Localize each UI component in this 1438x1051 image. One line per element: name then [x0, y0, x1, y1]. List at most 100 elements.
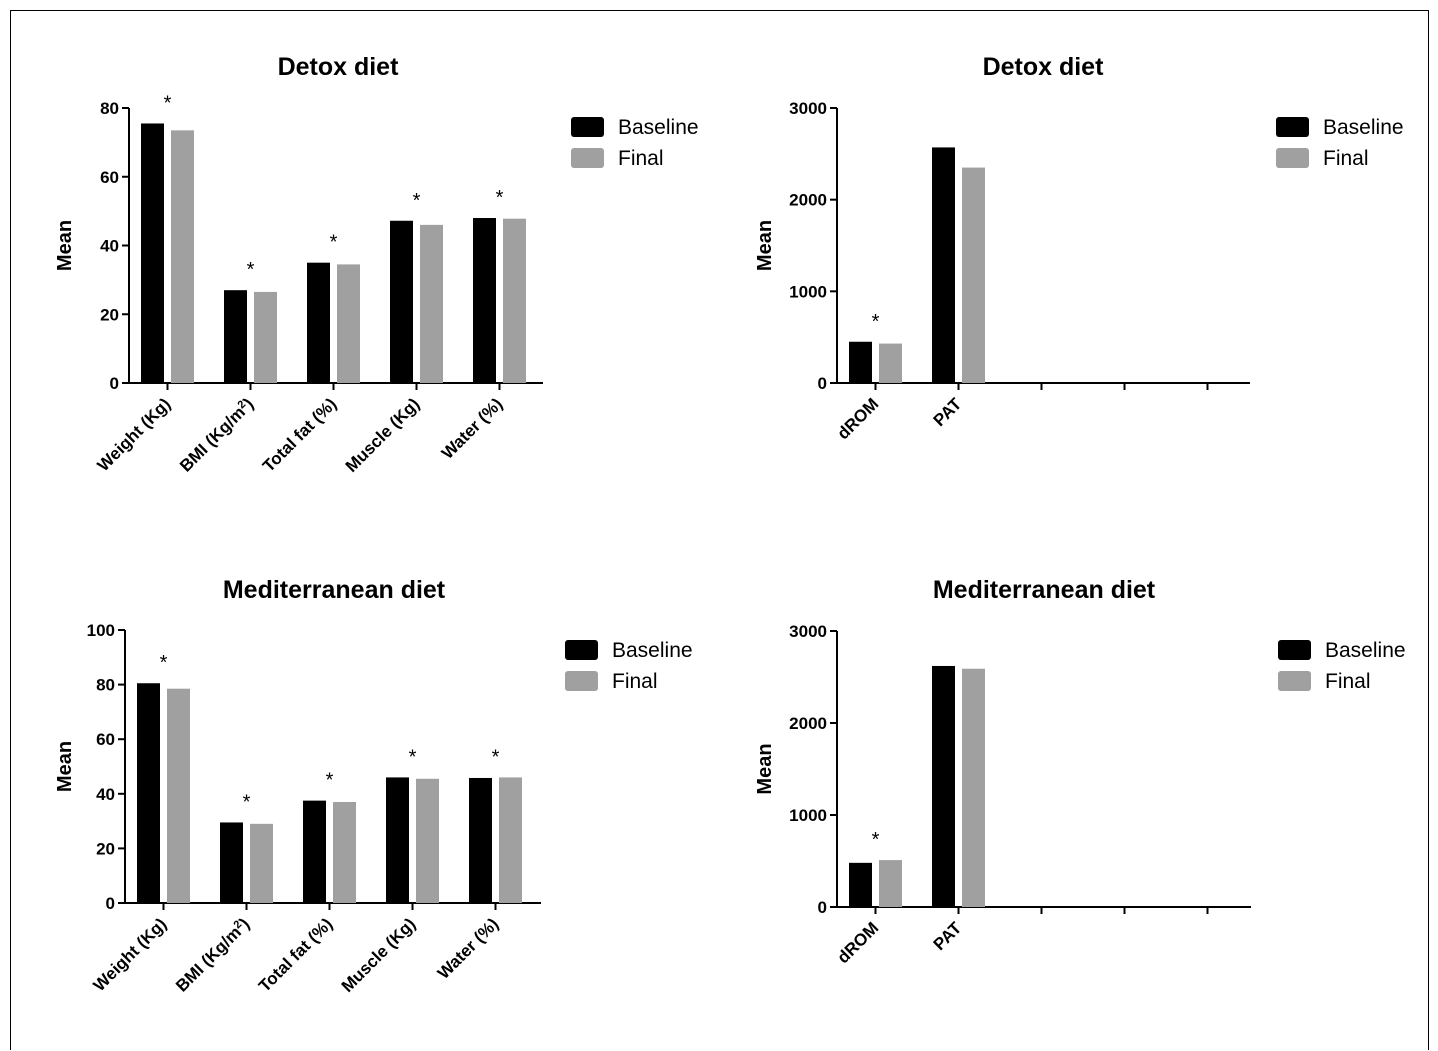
y-tick-label: 20	[100, 305, 119, 324]
legend-label: Final	[1323, 147, 1369, 170]
bar-baseline	[137, 683, 160, 903]
y-tick-label: 60	[96, 730, 115, 749]
significance-marker: *	[872, 829, 880, 851]
bar-final	[416, 778, 439, 903]
bar-final	[171, 130, 194, 383]
bar-final	[879, 343, 902, 383]
significance-marker: *	[413, 190, 421, 212]
y-tick-label: 80	[100, 99, 119, 118]
figure-frame: Detox diet Mean 0 20 40 60 80 * Weight (Kg) * BMI …	[10, 10, 1429, 1050]
significance-marker: *	[496, 187, 504, 209]
bar-final	[962, 167, 985, 383]
y-axis-label: Mean	[54, 741, 76, 792]
bar-final	[499, 777, 522, 903]
significance-marker: *	[409, 746, 417, 768]
chart-panel-2: Detox diet Mean 0 1000 2000 3000 * dROM PAT Basel…	[754, 53, 1404, 443]
bar-final	[167, 688, 190, 903]
bar-baseline	[224, 290, 247, 383]
chart-title: Mediterranean diet	[933, 576, 1156, 604]
y-tick-label: 0	[818, 374, 827, 393]
x-tick-label: BMI (Kg/m2)	[176, 394, 257, 475]
legend-swatch-baseline	[1278, 640, 1311, 660]
bar-final	[250, 823, 273, 903]
y-tick-label: 1000	[789, 282, 827, 301]
y-tick-label: 20	[96, 839, 115, 858]
y-tick-label: 80	[96, 676, 115, 695]
y-tick-label: 0	[818, 898, 827, 917]
legend-swatch-final	[1278, 671, 1311, 691]
x-tick-label: PAT	[930, 918, 966, 954]
bar-final	[879, 860, 902, 907]
significance-marker: *	[160, 652, 168, 674]
bar-final	[337, 264, 360, 383]
significance-marker: *	[330, 232, 338, 254]
bar-baseline	[386, 777, 409, 903]
x-tick-label: Water (%)	[438, 394, 506, 462]
legend-swatch-baseline	[571, 117, 604, 137]
y-tick-label: 100	[87, 621, 115, 640]
bar-baseline	[849, 341, 872, 383]
legend-label: Baseline	[612, 639, 693, 662]
legend-label: Baseline	[1325, 639, 1406, 662]
bar-baseline	[473, 218, 496, 383]
legend-swatch-final	[571, 148, 604, 168]
significance-marker: *	[247, 259, 255, 281]
y-tick-label: 2000	[789, 714, 827, 733]
x-tick-label: PAT	[930, 394, 966, 430]
significance-marker: *	[164, 92, 172, 114]
chart-title: Detox diet	[983, 53, 1105, 81]
chart-panel-4: Mediterranean diet Mean 0 1000 2000 3000 * dROM…	[754, 576, 1406, 967]
y-tick-label: 2000	[789, 191, 827, 210]
legend-label: Final	[1325, 670, 1371, 693]
bar-baseline	[932, 665, 955, 907]
legend-label: Baseline	[618, 116, 699, 139]
bar-baseline	[849, 862, 872, 907]
x-tick-label: Weight (Kg)	[94, 394, 175, 475]
bar-baseline	[469, 777, 492, 903]
bar-baseline	[220, 822, 243, 903]
y-tick-label: 0	[106, 894, 115, 913]
x-tick-label: BMI (Kg/m2)	[172, 914, 253, 995]
figure-canvas: Detox diet Mean 0 20 40 60 80 * Weight (Kg) * BMI …	[54, 53, 1406, 996]
y-axis-label: Mean	[754, 743, 776, 794]
y-tick-label: 3000	[789, 622, 827, 641]
legend-swatch-baseline	[1276, 117, 1309, 137]
bar-baseline	[141, 123, 164, 383]
chart-panel-1: Detox diet Mean 0 20 40 60 80 * Weight (Kg) * BMI …	[54, 53, 699, 476]
y-tick-label: 1000	[789, 806, 827, 825]
bar-final	[333, 801, 356, 903]
bar-baseline	[303, 800, 326, 903]
y-tick-label: 60	[100, 168, 119, 187]
bar-final	[503, 218, 526, 383]
y-axis-label: Mean	[54, 220, 76, 271]
bar-final	[254, 291, 277, 383]
y-tick-label: 3000	[789, 99, 827, 118]
x-tick-label: Total fat (%)	[255, 914, 336, 995]
x-tick-label: dROM	[834, 394, 883, 443]
x-tick-label: Water (%)	[434, 914, 502, 982]
significance-marker: *	[326, 770, 334, 792]
y-tick-label: 0	[110, 374, 119, 393]
bar-baseline	[932, 147, 955, 383]
significance-marker: *	[492, 746, 500, 768]
y-tick-label: 40	[100, 237, 119, 256]
bar-baseline	[390, 220, 413, 383]
bar-baseline	[307, 262, 330, 383]
bar-final	[962, 668, 985, 907]
significance-marker: *	[872, 311, 880, 333]
x-tick-label: Weight (Kg)	[90, 914, 171, 995]
legend-label: Final	[618, 147, 664, 170]
x-tick-label: Muscle (Kg)	[342, 394, 424, 476]
legend-swatch-baseline	[565, 640, 598, 660]
legend-swatch-final	[1276, 148, 1309, 168]
legend-swatch-final	[565, 671, 598, 691]
chart-title: Mediterranean diet	[223, 576, 446, 604]
legend-label: Baseline	[1323, 116, 1404, 139]
chart-title: Detox diet	[278, 53, 400, 81]
y-axis-label: Mean	[754, 220, 776, 271]
y-tick-label: 40	[96, 785, 115, 804]
legend-label: Final	[612, 670, 658, 693]
x-tick-label: dROM	[834, 918, 883, 967]
significance-marker: *	[243, 791, 251, 813]
bar-final	[420, 224, 443, 383]
